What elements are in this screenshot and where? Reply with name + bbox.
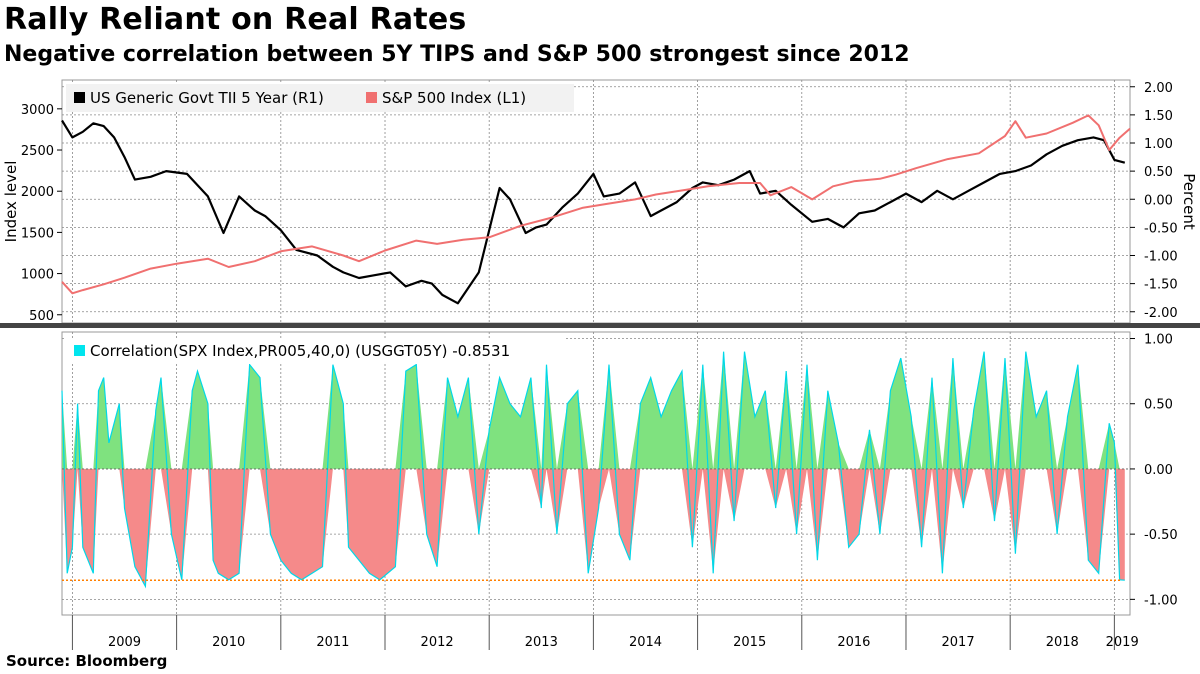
legend-swatch-correlation xyxy=(74,345,85,356)
left-axis-tick-label: 500 xyxy=(29,309,54,324)
upper-legend-box xyxy=(66,84,574,112)
right-axis-tick-label: 2.00 xyxy=(1144,81,1173,96)
x-axis-year-label: 2011 xyxy=(316,635,349,650)
x-axis-year-label: 2010 xyxy=(212,635,245,650)
correlation-negative-area xyxy=(62,468,1125,587)
x-axis-year-label: 2017 xyxy=(942,635,975,650)
x-axis-year-label: 2015 xyxy=(733,635,766,650)
lower-panel-frame xyxy=(61,331,1131,616)
lower-axis-tick-label: 0.00 xyxy=(1144,463,1173,478)
legend-swatch-spx xyxy=(366,92,377,103)
left-axis-tick-label: 1000 xyxy=(21,268,54,283)
source-note: Source: Bloomberg xyxy=(6,652,168,670)
right-axis-tick-label: 0.50 xyxy=(1144,165,1173,180)
legend-label-correlation: Correlation(SPX Index,PR005,40,0) (USGGT… xyxy=(90,342,510,360)
correlation-positive-area xyxy=(62,351,1125,469)
x-axis-year-label: 2013 xyxy=(525,635,558,650)
panel-separator xyxy=(0,323,1200,328)
chart-title: Rally Reliant on Real Rates xyxy=(4,2,467,37)
x-axis-year-label: 2018 xyxy=(1046,635,1079,650)
left-axis-tick-label: 3000 xyxy=(21,103,54,118)
lower-legend-box xyxy=(66,338,566,364)
left-axis-tick-label: 1500 xyxy=(21,226,54,241)
spx-line xyxy=(61,114,1131,295)
lower-axis-tick-label: -1.00 xyxy=(1144,593,1178,608)
legend-label-tips: US Generic Govt TII 5 Year (R1) xyxy=(90,89,324,107)
x-axis-year-label: 2014 xyxy=(629,635,662,650)
correlation-line xyxy=(61,351,1125,589)
right-axis-tick-label: -2.00 xyxy=(1144,306,1178,321)
left-axis-tick-label: 2000 xyxy=(21,185,54,200)
y-axis-right-title: Percent xyxy=(1180,173,1198,230)
lower-axis-tick-label: -0.50 xyxy=(1144,528,1178,543)
legend-swatch-tips xyxy=(74,92,85,103)
x-axis-year-label: 2009 xyxy=(108,635,141,650)
legend-label-spx: S&P 500 Index (L1) xyxy=(382,89,526,107)
upper-panel-frame xyxy=(61,79,1131,324)
lower-axis-tick-label: 0.50 xyxy=(1144,398,1173,413)
y-axis-left-title: Index level xyxy=(2,161,20,243)
tips-5y-line xyxy=(61,119,1126,305)
right-axis-tick-label: 1.00 xyxy=(1144,137,1173,152)
right-axis-tick-label: 0.00 xyxy=(1144,193,1173,208)
x-axis-year-label: 2019 xyxy=(1106,635,1139,650)
x-axis-year-label: 2012 xyxy=(421,635,454,650)
right-axis-tick-label: -0.50 xyxy=(1144,221,1178,236)
right-axis-tick-label: -1.50 xyxy=(1144,278,1178,293)
x-axis-year-label: 2016 xyxy=(837,635,870,650)
right-axis-tick-label: -1.00 xyxy=(1144,250,1178,265)
right-axis-tick-label: 1.50 xyxy=(1144,109,1173,124)
left-axis-tick-label: 2500 xyxy=(21,144,54,159)
chart-subtitle: Negative correlation between 5Y TIPS and… xyxy=(4,42,910,67)
lower-axis-tick-label: 1.00 xyxy=(1144,333,1173,348)
